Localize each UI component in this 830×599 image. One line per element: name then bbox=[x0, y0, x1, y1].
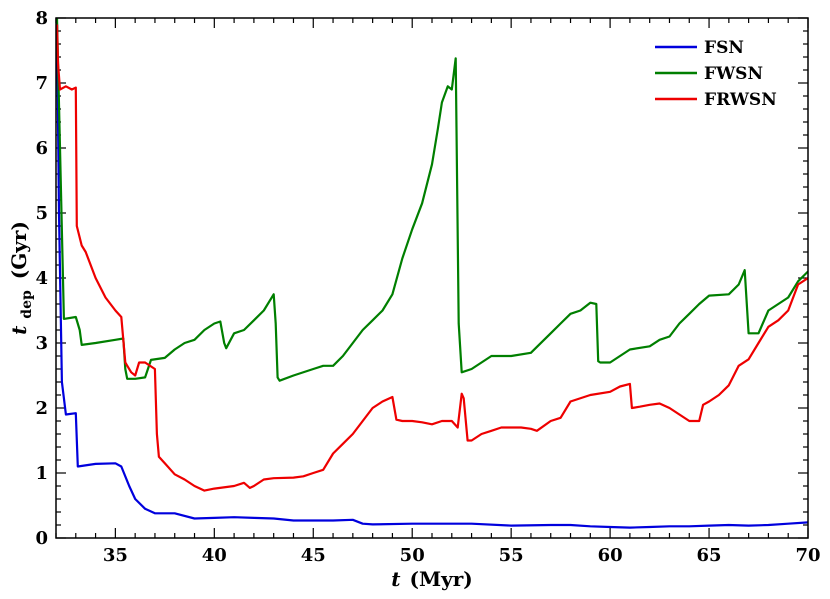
x-tick-label: 65 bbox=[697, 545, 722, 566]
y-tick-label: 0 bbox=[35, 528, 48, 549]
x-tick-label: 50 bbox=[400, 545, 425, 566]
series-line-fwsn bbox=[56, 18, 808, 382]
x-tick-label: 55 bbox=[499, 545, 524, 566]
series-layer bbox=[56, 18, 808, 529]
y-tick-label: 4 bbox=[35, 268, 48, 289]
x-tick-label: 60 bbox=[598, 545, 623, 566]
x-axis-label-unit: (Myr) bbox=[409, 567, 472, 591]
y-tick-label: 8 bbox=[35, 8, 48, 29]
y-axis-label: t dep (Gyr) bbox=[7, 221, 36, 335]
x-tick-label: 70 bbox=[795, 545, 820, 566]
x-tick-label: 35 bbox=[103, 545, 128, 566]
legend-label-frwsn: FRWSN bbox=[704, 90, 777, 110]
x-tick-label: 45 bbox=[301, 545, 326, 566]
legend: FSN FWSN FRWSN bbox=[655, 38, 777, 110]
x-axis-label: t (Myr) bbox=[391, 567, 472, 591]
y-axis-label-var: t bbox=[7, 325, 31, 335]
x-tick-label: 40 bbox=[202, 545, 227, 566]
y-axis-label-unit: (Gyr) bbox=[7, 221, 31, 279]
y-axis-label-sub: dep bbox=[19, 290, 35, 319]
y-tick-label: 3 bbox=[35, 333, 48, 354]
series-line-fsn bbox=[56, 24, 808, 529]
legend-label-fwsn: FWSN bbox=[704, 64, 763, 84]
y-tick-label: 1 bbox=[35, 463, 48, 484]
y-tick-label: 7 bbox=[35, 73, 48, 94]
y-tick-label: 2 bbox=[35, 398, 48, 419]
series-line-frwsn bbox=[56, 24, 808, 492]
plot-frame bbox=[55, 17, 809, 539]
x-axis-label-var: t bbox=[391, 567, 401, 591]
axis-ticks bbox=[55, 17, 809, 539]
y-tick-label: 5 bbox=[35, 203, 48, 224]
legend-label-fsn: FSN bbox=[704, 38, 744, 58]
y-tick-label: 6 bbox=[35, 138, 48, 159]
